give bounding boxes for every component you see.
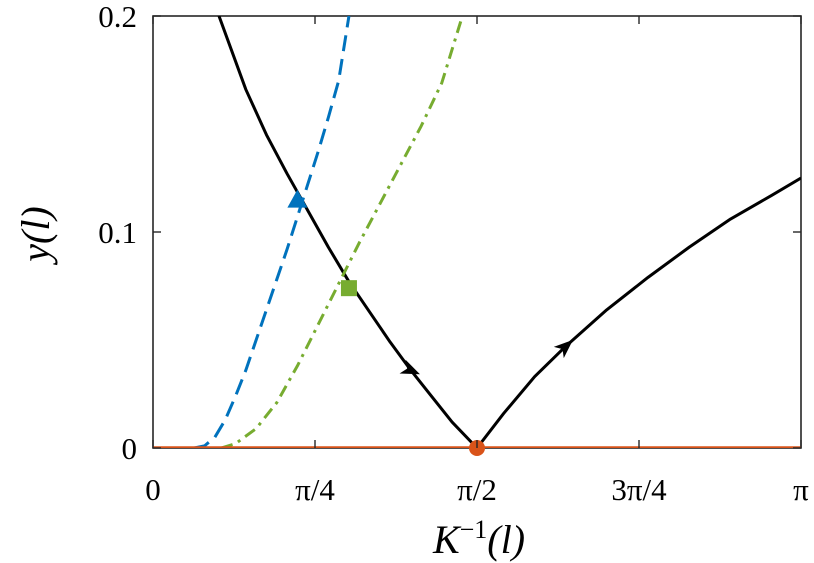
- series-layer: [153, 16, 801, 448]
- y-tick-label-0: 0: [122, 431, 138, 466]
- x-axis-label-arg: (l): [487, 517, 525, 562]
- y-axis-label-name: y: [13, 244, 58, 266]
- x-axis-label: K−1(l): [432, 515, 525, 562]
- x-axis-label-sup: −1: [460, 515, 488, 544]
- x-tick-label-1: π/4: [295, 472, 335, 507]
- series-line-1: [475, 176, 801, 448]
- y-axis-label-arg: (l): [13, 206, 58, 244]
- x-tick-label-0: 0: [145, 472, 161, 507]
- series-line-0: [217, 16, 479, 448]
- square-marker: [340, 280, 357, 297]
- x-tick-label-4: π: [793, 472, 809, 507]
- tick-layer: 0 π/4 π/2 3π/4 π 0 0.1 0.2: [98, 0, 809, 507]
- plot-border: [152, 15, 802, 449]
- marker-layer: [287, 189, 573, 456]
- y-axis-label: y(l): [13, 206, 58, 266]
- series-line-2: [193, 16, 351, 448]
- series-line-3: [220, 16, 464, 448]
- flow-arrow-0: [399, 359, 420, 375]
- x-tick-label-3: 3π/4: [611, 472, 667, 507]
- plot-frame: [152, 15, 802, 449]
- x-axis-label-base: K: [432, 517, 462, 562]
- y-tick-label-1: 0.1: [98, 215, 137, 250]
- flow-arrow-1: [553, 339, 573, 359]
- x-tick-label-2: π/2: [457, 472, 497, 507]
- triangle-marker: [287, 189, 308, 208]
- y-tick-label-2: 0.2: [98, 0, 137, 34]
